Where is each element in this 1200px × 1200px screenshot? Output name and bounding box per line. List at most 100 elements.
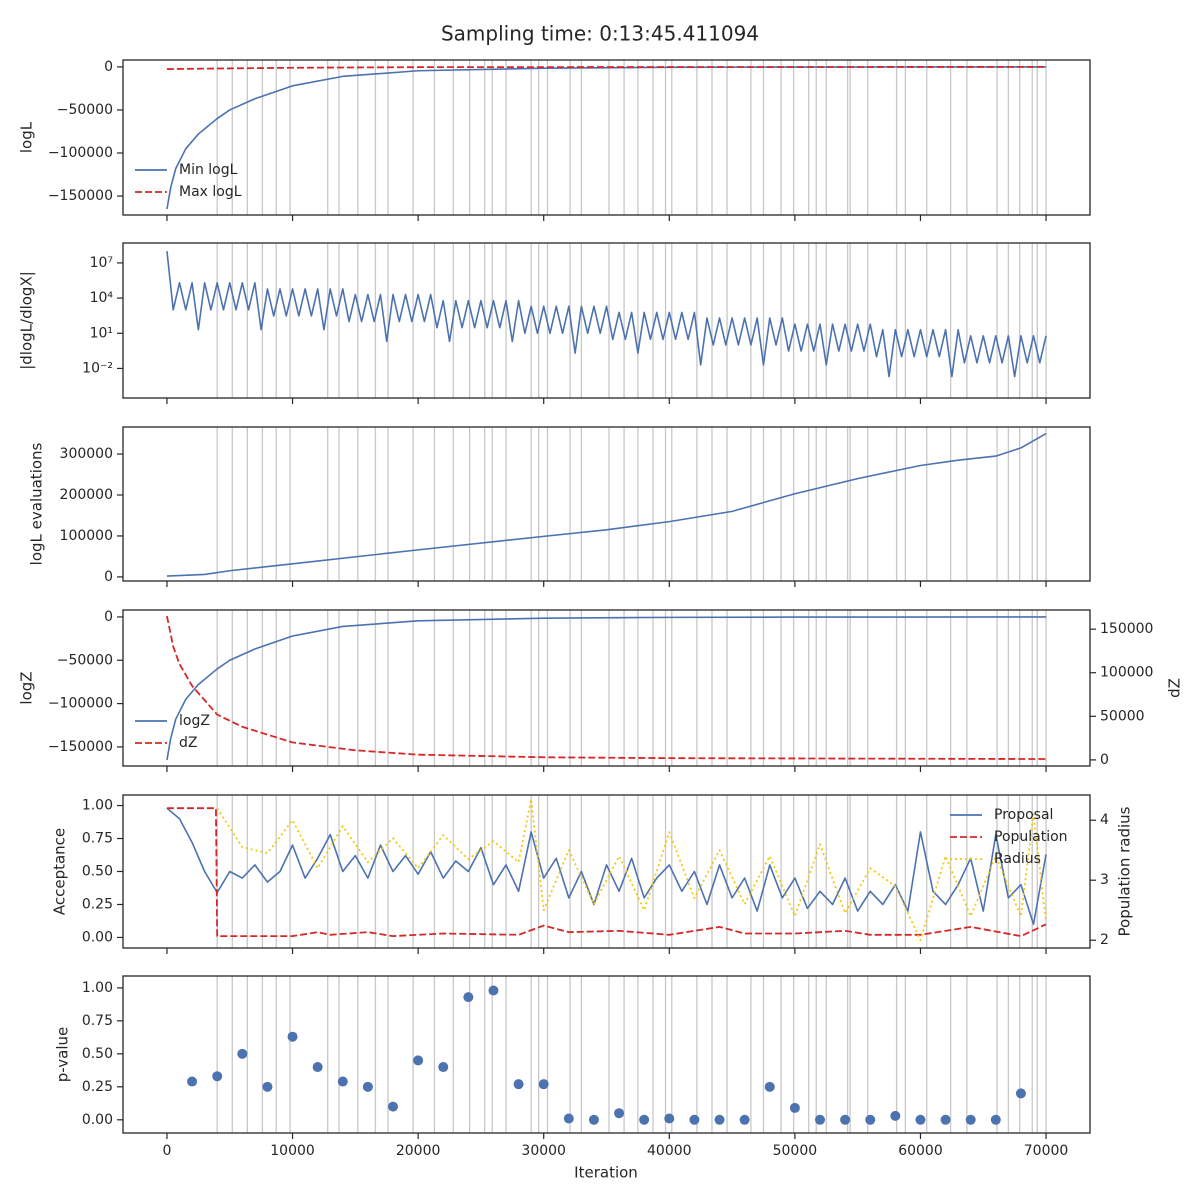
- y-tick-label: 1.00: [82, 798, 113, 814]
- point: [287, 1031, 298, 1042]
- legend-label: logZ: [179, 713, 210, 729]
- y-tick-label: −50000: [57, 652, 113, 668]
- series-line: [166, 251, 1047, 378]
- point: [990, 1114, 1001, 1125]
- point: [538, 1079, 549, 1090]
- point: [865, 1114, 876, 1125]
- point: [639, 1114, 650, 1125]
- legend-label: Population: [994, 829, 1068, 845]
- y-tick-label: 10⁴: [90, 290, 114, 306]
- series-line: [166, 432, 1047, 577]
- y-tick-label: 0: [104, 59, 113, 75]
- series-line: [166, 65, 1047, 70]
- point: [714, 1114, 725, 1125]
- y-axis-label: |dlogL/dlogX|: [18, 271, 36, 370]
- point: [689, 1114, 700, 1125]
- y-tick-label: 1.00: [82, 980, 113, 996]
- y2-tick-label: 2: [1100, 932, 1109, 948]
- legend-label: Radius: [994, 851, 1041, 867]
- plot-frame: [122, 426, 1091, 582]
- panel: 0 10000 20000 30000 40000 50000 60000 70000 0.00…: [54, 975, 1091, 1159]
- panel: 0.00 0.25 0.50 0.75 1.00 2 3 4 Acceptance Populat…: [51, 794, 1134, 954]
- point: [262, 1081, 273, 1092]
- y-tick-label: 0.00: [82, 1112, 113, 1128]
- legend-label: dZ: [179, 735, 197, 751]
- y-axis-label: p-value: [54, 1027, 72, 1083]
- point: [312, 1062, 323, 1073]
- y-tick-label: 0.25: [82, 896, 113, 912]
- panel: −150000 −100000 −50000 0 logL Min logL Max log…: [18, 59, 1091, 221]
- plot-frame: [122, 794, 1091, 949]
- point: [664, 1113, 675, 1124]
- panel: −150000 −100000 −50000 0 0 50000 100000 150000 l…: [18, 609, 1184, 772]
- y-axis-label: Acceptance: [51, 828, 69, 915]
- y-tick-label: 10⁻²: [82, 360, 113, 376]
- plot-frame: [122, 609, 1091, 767]
- x-tick-label: 50000: [773, 1143, 818, 1159]
- y-tick-label: 0.50: [82, 1046, 113, 1062]
- x-tick-label: 60000: [898, 1143, 943, 1159]
- y-axis-label: logL: [18, 121, 36, 153]
- y-tick-label: −100000: [48, 696, 113, 712]
- y2-tick-label: 150000: [1100, 621, 1153, 637]
- series-line: [216, 798, 1047, 942]
- point: [362, 1081, 373, 1092]
- x-tick-label: 30000: [521, 1143, 566, 1159]
- legend-label: Proposal: [994, 807, 1053, 823]
- point: [764, 1081, 775, 1092]
- series-line: [166, 615, 1047, 760]
- point: [940, 1114, 951, 1125]
- legend-label: Min logL: [179, 162, 238, 178]
- y-axis-label: logL evaluations: [28, 442, 46, 565]
- legend: Min logL Max logL: [135, 162, 242, 200]
- y-tick-label: 0: [104, 569, 113, 585]
- y2-tick-label: 0: [1100, 752, 1109, 768]
- point: [1015, 1088, 1026, 1099]
- point: [614, 1108, 625, 1119]
- point: [739, 1114, 750, 1125]
- y-axis-label: logZ: [18, 671, 36, 704]
- plot-frame: [122, 242, 1091, 399]
- x-tick-label: 10000: [270, 1143, 315, 1159]
- point: [965, 1114, 976, 1125]
- point: [840, 1114, 851, 1125]
- y-tick-label: 300000: [60, 446, 113, 462]
- plot-frame: [122, 59, 1091, 216]
- y-tick-label: 0: [104, 609, 113, 625]
- point: [814, 1114, 825, 1125]
- point: [237, 1048, 248, 1059]
- x-tick-label: 40000: [647, 1143, 692, 1159]
- y-tick-label: −150000: [48, 188, 113, 204]
- legend: logZ dZ: [135, 713, 210, 751]
- point: [463, 992, 474, 1003]
- x-tick-label: 70000: [1024, 1143, 1069, 1159]
- series-line: [166, 807, 1047, 938]
- x-axis-label: Iteration: [574, 1164, 638, 1182]
- y-tick-label: 0.75: [82, 831, 113, 847]
- y-tick-label: 200000: [60, 487, 113, 503]
- y-tick-label: −50000: [57, 102, 113, 118]
- point: [789, 1102, 800, 1113]
- point: [413, 1055, 424, 1066]
- plot-frame: [122, 975, 1091, 1134]
- y-tick-label: 100000: [60, 528, 113, 544]
- y-tick-label: 0.25: [82, 1079, 113, 1095]
- point: [438, 1062, 449, 1073]
- point: [588, 1114, 599, 1125]
- point: [513, 1079, 524, 1090]
- y2-axis-label: Population radius: [1116, 806, 1134, 936]
- series-line: [166, 807, 1047, 926]
- legend-label: Max logL: [179, 184, 242, 200]
- y2-tick-label: 50000: [1100, 708, 1145, 724]
- y-tick-label: −100000: [48, 145, 113, 161]
- y-tick-label: 0.00: [82, 929, 113, 945]
- y2-tick-label: 4: [1100, 812, 1109, 828]
- x-tick-label: 0: [162, 1143, 171, 1159]
- point: [563, 1113, 574, 1124]
- point: [488, 985, 499, 996]
- figure-title: Sampling time: 0:13:45.411094: [441, 22, 759, 46]
- series-line: [166, 616, 1047, 761]
- y-tick-label: 10⁷: [90, 255, 113, 271]
